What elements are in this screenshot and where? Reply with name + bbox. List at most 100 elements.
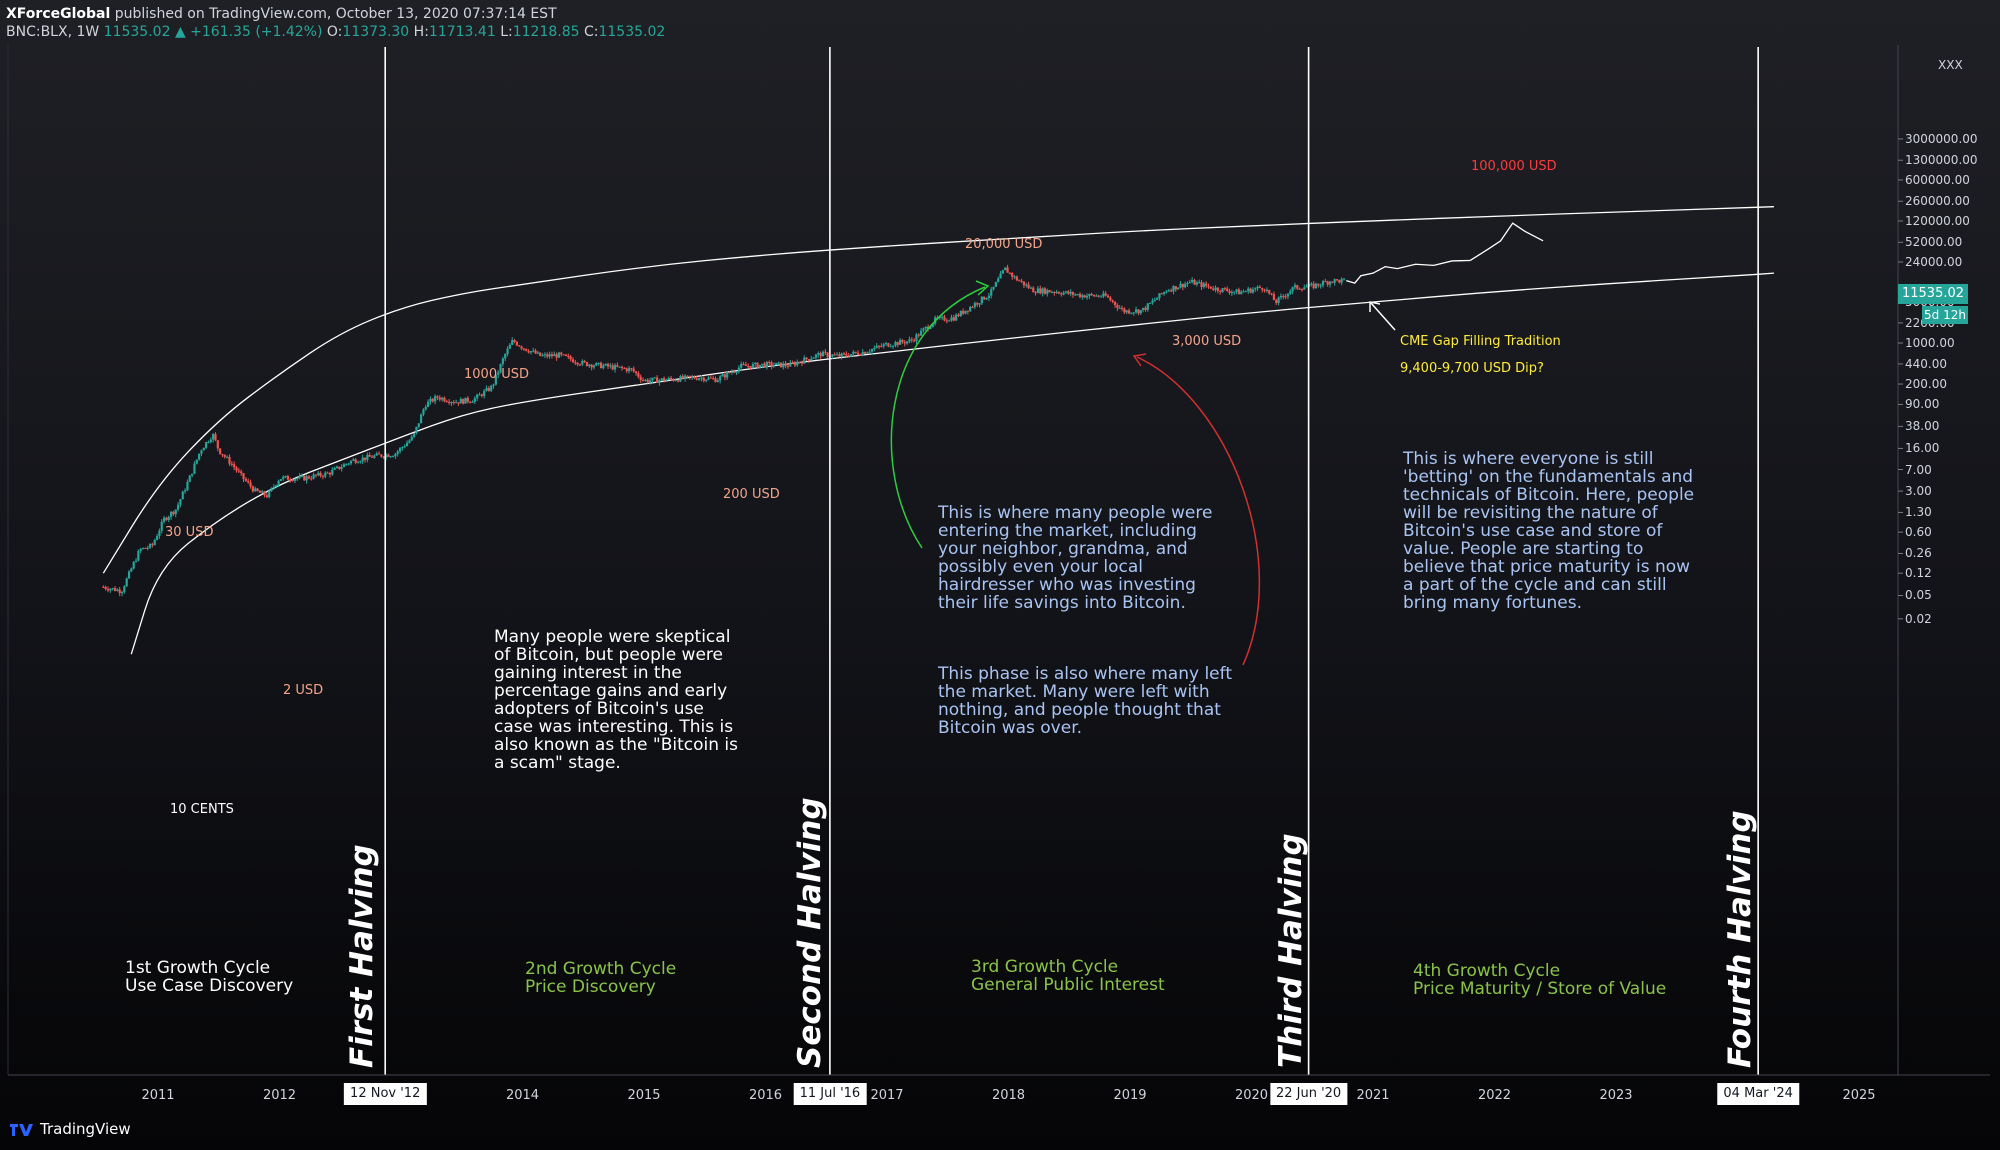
bar-timer-tag: 5d 12h [1922,306,1968,324]
candle-body [429,398,432,402]
candle-body [186,482,189,491]
candle-body [427,401,430,407]
candle-body [331,469,334,475]
candle-body [1062,292,1065,295]
low-label: L: [500,24,513,40]
candle-body [994,282,997,287]
axes [7,45,1990,1076]
candle-body [1060,293,1063,295]
candle-body [1123,308,1126,313]
candle-body [242,473,245,479]
candle-body [1326,281,1329,285]
candle-body [910,339,913,341]
candle-body [751,364,754,369]
candle-body [887,343,890,347]
candle-body [314,474,318,476]
candle-body [212,434,215,440]
candle-body [578,364,582,366]
label-10-cents: 10 CENTS [170,802,234,817]
candle-body [604,363,607,366]
x-tick-label: 2017 [870,1088,904,1103]
candle-body [1200,282,1203,288]
candle-body [193,463,196,474]
candle-body [151,544,154,546]
candle-body [1015,276,1019,281]
candle-body [606,363,610,367]
candle-body [1158,293,1161,299]
candle-body [707,377,710,380]
footer-brand[interactable]: TradingView [10,1120,131,1138]
candle-body [179,499,182,505]
candle-body [779,362,783,368]
candle-body [174,509,177,515]
candle-body [546,354,549,357]
candle-body [1298,288,1301,290]
candle-body [1286,293,1290,297]
candle-body [478,394,481,396]
candle-body [882,344,885,347]
candle-body [328,472,332,475]
candle-body [401,447,404,449]
candle-body [915,334,918,342]
candle-body [501,358,504,365]
candle-body [352,459,355,461]
cme-dip-label: 9,400-9,700 USD Dip? [1400,361,1544,376]
candle-body [658,379,661,383]
candle-body [609,365,612,367]
candle-body [198,453,201,460]
candle-body [889,346,892,348]
candle-body [109,588,112,591]
candle-body [1219,290,1222,292]
candle-body [354,459,357,463]
candle-body [548,354,551,357]
x-tick-label: 2020 [1234,1088,1269,1103]
candle-body [957,314,960,317]
publisher-name[interactable]: XForceGlobal [6,6,111,22]
symbol-label[interactable]: BNC:BLX, 1W [6,24,100,40]
candle-body [719,376,722,381]
candle-body [553,354,556,357]
candle-body [1226,288,1229,291]
last-price: 11535.02 [103,24,171,40]
candle-body [303,475,306,481]
candle-body [859,354,862,356]
candle-body [195,459,198,464]
cme-gap-label: CME Gap Filling Tradition [1400,334,1561,349]
candle-body [527,350,530,353]
candle-body [464,397,467,404]
candle-body [419,414,423,424]
candle-body [920,330,923,336]
candle-body [543,354,547,356]
candle-body [286,475,290,480]
candle-body [541,355,544,357]
candle-body [1036,288,1040,293]
candle-body [653,377,656,379]
candle-body [471,401,474,403]
candle-body [803,357,806,364]
candle-body [877,345,881,347]
candle-body [349,460,353,464]
candle-body [450,402,453,404]
candle-body [1249,288,1252,293]
label-20000-usd: 20,000 USD [965,237,1043,252]
candle-body [529,351,533,353]
candle-body [1216,287,1219,291]
y-tick-label: 52000.00 [1905,235,1963,250]
candle-body [431,398,434,402]
candle-body [1165,291,1168,293]
candle-body [948,320,951,322]
scale-label[interactable]: XXX [1938,58,1963,72]
candle-body [394,453,397,457]
candle-body [191,473,194,476]
candle-body [805,357,808,360]
candle-body [1338,279,1341,283]
candle-body [125,578,128,587]
candles [102,264,1346,597]
low-value: 11218.85 [512,24,580,40]
candle-body [345,463,348,465]
candle-body [144,547,147,549]
y-tick-label: 3000000.00 [1905,131,1978,146]
candle-body [1191,279,1194,283]
